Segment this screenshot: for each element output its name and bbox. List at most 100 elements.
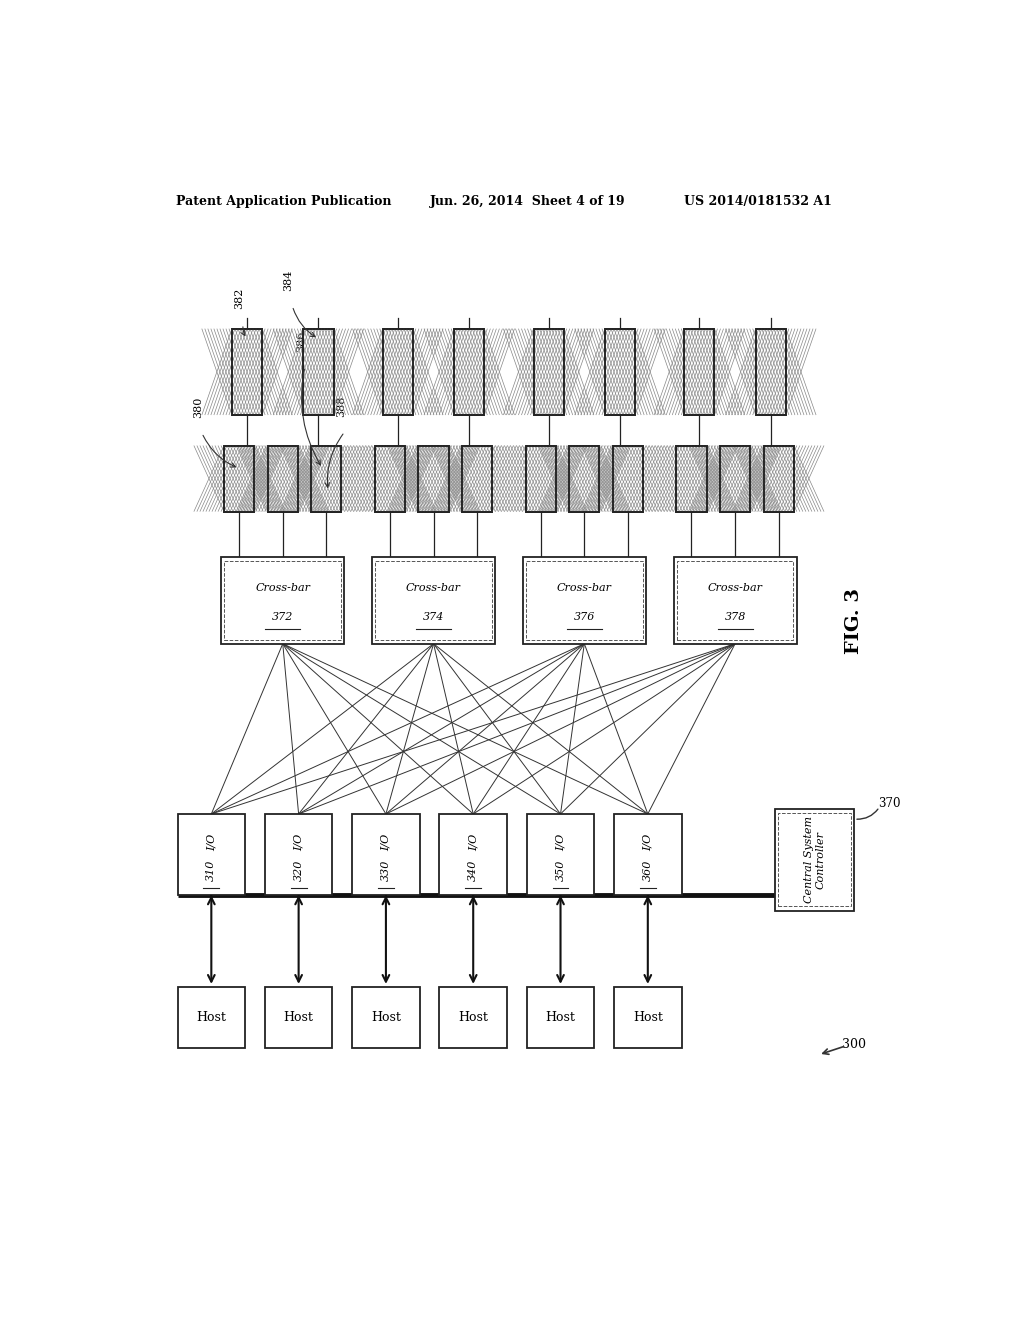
Bar [375,446,404,512]
Bar [605,329,635,414]
Bar [311,446,341,512]
Bar [526,814,594,895]
Text: 374: 374 [423,611,444,622]
Bar [778,813,851,907]
Text: 360: 360 [643,859,653,880]
Bar [775,809,854,911]
Bar [372,557,495,644]
Bar [613,446,643,512]
Text: Host: Host [371,1011,400,1024]
Bar [419,446,449,512]
Text: I/O: I/O [555,834,565,851]
Bar [720,446,751,512]
Bar [525,446,556,512]
Bar [352,987,420,1048]
Text: Cross-bar: Cross-bar [708,583,763,593]
Text: Host: Host [197,1011,226,1024]
Bar [569,446,599,512]
Text: FIG. 3: FIG. 3 [845,587,863,653]
Text: 382: 382 [234,288,244,309]
Text: Host: Host [284,1011,313,1024]
Text: US 2014/0181532 A1: US 2014/0181532 A1 [684,194,831,207]
Bar [311,446,341,512]
Bar [523,557,646,644]
Bar [674,557,797,644]
Text: 388: 388 [336,396,346,417]
Bar [534,329,563,414]
Text: 386: 386 [296,331,306,352]
Text: I/O: I/O [294,834,304,851]
Text: 340: 340 [468,859,478,880]
Text: Jun. 26, 2014  Sheet 4 of 19: Jun. 26, 2014 Sheet 4 of 19 [430,194,626,207]
Bar [267,446,298,512]
Text: Cross-bar: Cross-bar [557,583,611,593]
Bar [439,987,507,1048]
Bar [677,561,794,640]
Bar [221,557,344,644]
Bar [614,987,682,1048]
Text: Central System
Controller: Central System Controller [804,816,825,903]
Bar [303,329,334,414]
Bar [224,561,341,640]
Bar [375,446,404,512]
Bar [756,329,785,414]
Bar [383,329,413,414]
Bar [764,446,794,512]
Bar [419,446,449,512]
Bar [569,446,599,512]
Bar [462,446,493,512]
Text: 370: 370 [879,797,901,810]
Text: Cross-bar: Cross-bar [255,583,310,593]
Bar [462,446,493,512]
Bar [534,329,563,414]
Bar [605,329,635,414]
Text: I/O: I/O [206,834,216,851]
Text: 378: 378 [724,611,745,622]
Bar [525,446,556,512]
Text: 330: 330 [381,859,391,880]
Text: 310: 310 [206,859,216,880]
Bar [613,446,643,512]
Bar [684,329,715,414]
Text: Patent Application Publication: Patent Application Publication [176,194,391,207]
Bar [677,446,707,512]
Bar [352,814,420,895]
Bar [232,329,262,414]
Bar [455,329,484,414]
Text: I/O: I/O [643,834,653,851]
Bar [232,329,262,414]
Text: 372: 372 [272,611,294,622]
Text: I/O: I/O [381,834,391,851]
Bar [756,329,785,414]
Text: 300: 300 [842,1039,866,1051]
Text: 384: 384 [284,269,293,290]
Bar [677,446,707,512]
Bar [614,814,682,895]
Text: I/O: I/O [468,834,478,851]
Bar [375,561,492,640]
Bar [526,987,594,1048]
Bar [265,987,333,1048]
Bar [267,446,298,512]
Bar [439,814,507,895]
Bar [224,446,254,512]
Bar [764,446,794,512]
Bar [455,329,484,414]
Text: 380: 380 [193,397,203,418]
Text: 320: 320 [294,859,304,880]
Text: 376: 376 [573,611,595,622]
Bar [224,446,254,512]
Bar [177,987,245,1048]
Text: Host: Host [459,1011,488,1024]
Bar [684,329,715,414]
Bar [177,814,245,895]
Bar [720,446,751,512]
Bar [526,561,643,640]
Bar [265,814,333,895]
Text: Host: Host [633,1011,663,1024]
Text: Host: Host [546,1011,575,1024]
Text: 350: 350 [555,859,565,880]
Bar [383,329,413,414]
Bar [303,329,334,414]
Text: Cross-bar: Cross-bar [407,583,461,593]
